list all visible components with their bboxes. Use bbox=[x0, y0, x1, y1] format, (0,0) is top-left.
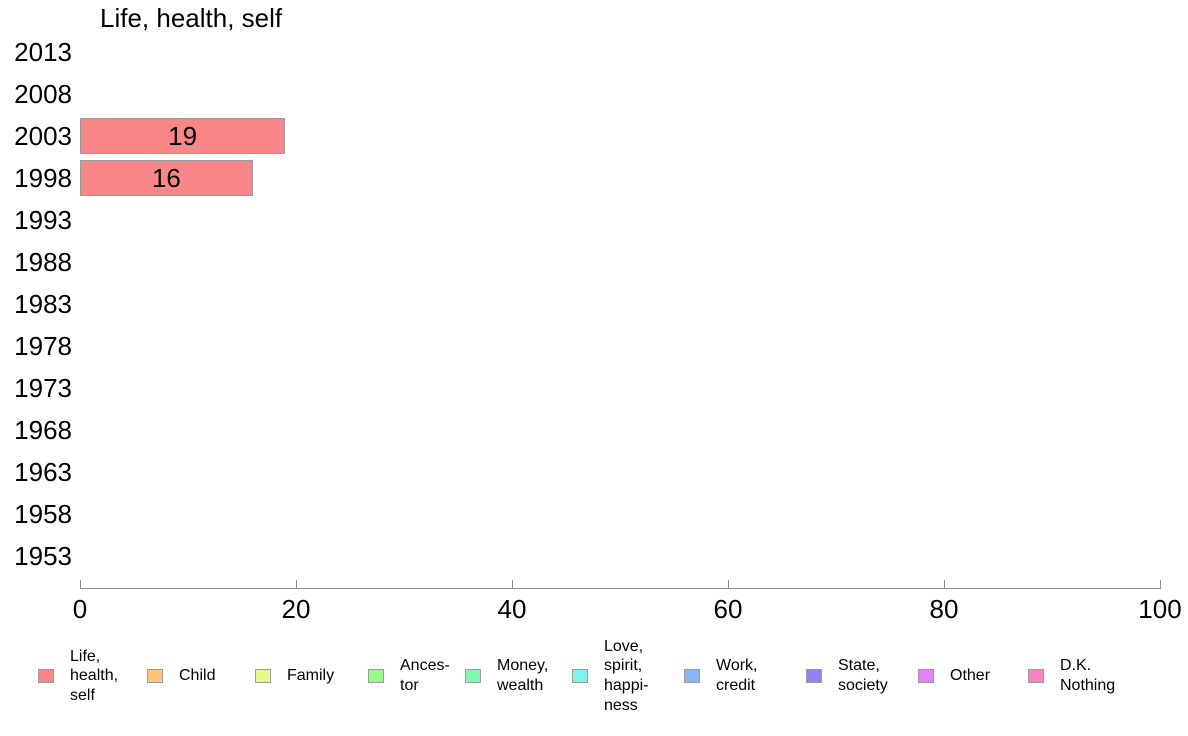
x-tick-label: 100 bbox=[1138, 594, 1182, 624]
chart-row: 1993 bbox=[14, 199, 1160, 241]
chart-row: 2013 bbox=[14, 31, 1160, 73]
legend-item: Life, health, self bbox=[38, 628, 118, 724]
chart-row: 1963 bbox=[14, 451, 1160, 493]
x-tick-mark bbox=[80, 580, 81, 589]
bar: 16 bbox=[80, 160, 253, 196]
legend-swatch bbox=[806, 669, 822, 683]
legend-item-label: Other bbox=[950, 667, 991, 685]
y-axis-label: 1973 bbox=[14, 373, 72, 403]
legend-swatch bbox=[918, 669, 934, 683]
legend-swatch bbox=[147, 669, 163, 683]
y-axis-label: 1988 bbox=[14, 247, 72, 277]
x-tick-mark bbox=[1160, 580, 1161, 589]
legend-swatch bbox=[465, 669, 481, 683]
legend-item-label: Money, wealth bbox=[497, 657, 549, 694]
y-axis-label: 2013 bbox=[14, 37, 72, 67]
legend-swatch bbox=[684, 669, 700, 683]
legend-swatch bbox=[38, 669, 54, 683]
legend-item-label: State, society bbox=[838, 657, 888, 694]
legend-swatch bbox=[255, 669, 271, 683]
y-axis-label: 1963 bbox=[14, 457, 72, 487]
chart-title: Life, health, self bbox=[100, 3, 283, 33]
legend-item-label: Life, health, self bbox=[70, 647, 119, 704]
legend-swatch bbox=[572, 669, 588, 683]
bar-value-label: 16 bbox=[151, 163, 181, 193]
chart-row: 1998 16 bbox=[14, 157, 1160, 199]
y-axis-label: 1958 bbox=[14, 499, 72, 529]
chart-row: 2003 19 bbox=[14, 115, 1160, 157]
legend-swatch bbox=[1028, 669, 1044, 683]
legend-item-label: Family bbox=[287, 667, 335, 685]
legend-swatch bbox=[368, 669, 384, 683]
legend-item: Love, spirit, happi- ness bbox=[572, 628, 648, 724]
legend-item: Child bbox=[147, 628, 215, 724]
chart-row: 1968 bbox=[14, 409, 1160, 451]
x-tick-mark bbox=[512, 580, 513, 589]
y-axis-label: 1953 bbox=[14, 541, 72, 571]
x-tick-mark bbox=[944, 580, 945, 589]
legend-item: Work, credit bbox=[684, 628, 757, 724]
y-axis-label: 2008 bbox=[14, 79, 72, 109]
legend: Life, health, self Child Family Ances- tor M… bbox=[0, 628, 1188, 724]
legend-item: D.K. Nothing bbox=[1028, 628, 1115, 724]
x-axis: 0 20 40 60 80 100 bbox=[73, 580, 1182, 622]
x-tick-label: 0 bbox=[72, 594, 88, 624]
chart-row: 1953 bbox=[14, 535, 1160, 577]
x-tick-label: 80 bbox=[929, 594, 959, 624]
x-tick-mark bbox=[728, 580, 729, 589]
y-axis-label: 1998 bbox=[14, 163, 72, 193]
x-tick-mark bbox=[296, 580, 297, 589]
legend-item: Ances- tor bbox=[368, 628, 450, 724]
legend-item: State, society bbox=[806, 628, 888, 724]
y-axis-label: 1978 bbox=[14, 331, 72, 361]
legend-item-label: Child bbox=[179, 667, 216, 685]
bar: 19 bbox=[80, 118, 286, 154]
x-tick-label: 20 bbox=[281, 594, 311, 624]
chart-row: 1958 bbox=[14, 493, 1160, 535]
chart-row: 1973 bbox=[14, 367, 1160, 409]
chart-row: 1978 bbox=[14, 325, 1160, 367]
chart-row: 1988 bbox=[14, 241, 1160, 283]
chart-row: 2008 bbox=[14, 73, 1160, 115]
y-axis-label: 1983 bbox=[14, 289, 72, 319]
legend-item-label: D.K. Nothing bbox=[1060, 657, 1116, 694]
y-axis-label: 1993 bbox=[14, 205, 72, 235]
plot-area: 2013 2008 2003 19 1998 16 1993 1988 1983 1978 1973… bbox=[14, 31, 1160, 577]
x-tick-label: 40 bbox=[497, 594, 527, 624]
legend-item: Other bbox=[918, 628, 990, 724]
legend-item: Family bbox=[255, 628, 334, 724]
y-axis-label: 1968 bbox=[14, 415, 72, 445]
y-axis-label: 2003 bbox=[14, 121, 72, 151]
x-tick-label: 60 bbox=[713, 594, 743, 624]
legend-item: Money, wealth bbox=[465, 628, 548, 724]
bar-value-label: 19 bbox=[168, 121, 198, 151]
chart-row: 1983 bbox=[14, 283, 1160, 325]
legend-item-label: Ances- tor bbox=[400, 657, 450, 694]
legend-item-label: Work, credit bbox=[716, 657, 758, 694]
legend-item-label: Love, spirit, happi- ness bbox=[604, 637, 649, 714]
